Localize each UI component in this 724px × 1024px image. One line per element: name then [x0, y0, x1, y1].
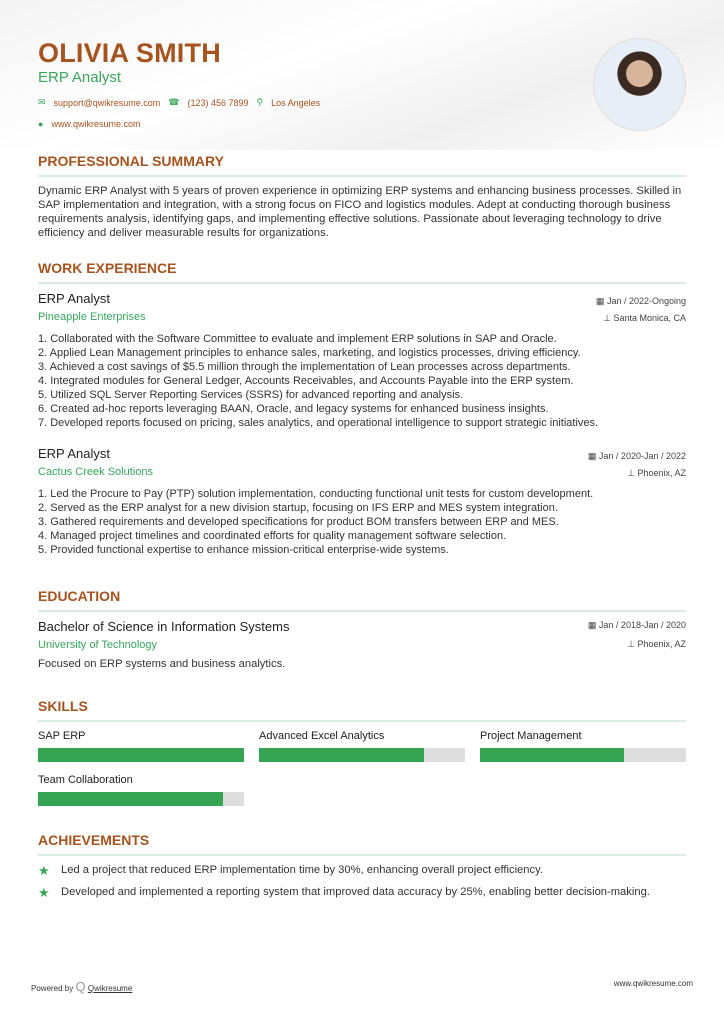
company-1: Pineapple Enterprises	[38, 311, 146, 323]
qwikresume-logo-icon: Q	[75, 979, 86, 994]
education-dates: ▦ Jan / 2018-Jan / 2020	[587, 620, 686, 630]
job-bullets-1: 1. Collaborated with the Software Commit…	[38, 332, 686, 430]
map-pin-icon: ⚲	[256, 97, 264, 107]
pin-icon: ⊥	[627, 639, 638, 649]
list-item: 6. Created ad-hoc reports leveraging BAA…	[38, 403, 549, 415]
calendar-icon: ▦	[595, 296, 607, 306]
phone: (123) 456 7899	[187, 97, 249, 108]
location: Los Angeles	[271, 97, 321, 108]
experience-heading: WORK EXPERIENCE	[38, 260, 686, 284]
school: University of Technology	[38, 639, 158, 651]
envelope-icon: ✉	[38, 97, 46, 107]
website-row: ● www.qwikresume.com	[38, 119, 140, 129]
list-item: 2. Served as the ERP analyst for a new d…	[38, 502, 558, 514]
star-icon: ★	[38, 885, 50, 900]
phone-icon: ☎	[168, 97, 180, 107]
job-dates-2: ▦ Jan / 2020-Jan / 2022	[587, 451, 686, 461]
education-location: ⊥ Phoenix, AZ	[627, 639, 686, 649]
summary-text: Dynamic ERP Analyst with 5 years of prov…	[38, 185, 682, 239]
achievements-heading: ACHIEVEMENTS	[38, 832, 686, 856]
skill-bar	[38, 748, 244, 762]
pin-icon: ⊥	[603, 313, 614, 323]
job-title: ERP Analyst	[38, 69, 122, 86]
globe-icon: ●	[38, 119, 44, 129]
job-location-1: ⊥ Santa Monica, CA	[603, 313, 686, 323]
pin-icon: ⊥	[627, 468, 638, 478]
achievement-item: ★ Led a project that reduced ERP implemen…	[38, 863, 543, 878]
list-item: 1. Collaborated with the Software Commit…	[38, 333, 557, 345]
summary-heading: PROFESSIONAL SUMMARY	[38, 153, 686, 177]
profile-photo	[593, 38, 686, 131]
skill-bar	[38, 792, 244, 806]
skill-item: Advanced Excel Analytics	[259, 730, 465, 762]
list-item: 5. Provided functional expertise to enha…	[38, 544, 449, 556]
education-note: Focused on ERP systems and business anal…	[38, 658, 286, 670]
skill-item: Project Management	[480, 730, 686, 762]
list-item: 4. Managed project timelines and coordin…	[38, 530, 507, 542]
skill-bar	[480, 748, 686, 762]
skill-item: SAP ERP	[38, 730, 244, 762]
degree: Bachelor of Science in Information Syste…	[38, 619, 290, 634]
education-heading: EDUCATION	[38, 588, 686, 612]
job-bullets-2: 1. Led the Procure to Pay (PTP) solution…	[38, 487, 686, 557]
list-item: 3. Achieved a cost savings of $5.5 milli…	[38, 361, 571, 373]
brand-link[interactable]: Qwikresume	[87, 984, 133, 993]
footer-url[interactable]: www.qwikresume.com	[613, 979, 693, 988]
list-item: 5. Utilized SQL Server Reporting Service…	[38, 389, 464, 401]
job-title-1: ERP Analyst	[38, 291, 111, 306]
contact-row: ✉ support@qwikresume.com ☎ (123) 456 7899 …	[38, 97, 320, 108]
calendar-icon: ▦	[587, 620, 599, 630]
achievement-item: ★ Developed and implemented a reporting s…	[38, 885, 650, 900]
job-dates-1: ▦ Jan / 2022-Ongoing	[595, 296, 686, 306]
skill-bar	[259, 748, 465, 762]
company-2: Cactus Creek Solutions	[38, 466, 153, 478]
job-location-2: ⊥ Phoenix, AZ	[627, 468, 686, 478]
list-item: 1. Led the Procure to Pay (PTP) solution…	[38, 488, 594, 500]
powered-by: Powered by Q Qwikresume	[31, 979, 133, 994]
skills-heading: SKILLS	[38, 698, 686, 722]
email[interactable]: support@qwikresume.com	[53, 97, 161, 108]
skill-item: Team Collaboration	[38, 774, 244, 806]
job-title-2: ERP Analyst	[38, 446, 111, 461]
calendar-icon: ▦	[587, 451, 599, 461]
list-item: 3. Gathered requirements and developed s…	[38, 516, 559, 528]
website[interactable]: www.qwikresume.com	[51, 119, 141, 129]
list-item: 7. Developed reports focused on pricing,…	[38, 417, 599, 429]
candidate-name: OLIVIA SMITH	[38, 38, 221, 68]
list-item: 4. Integrated modules for General Ledger…	[38, 375, 574, 387]
star-icon: ★	[38, 863, 50, 878]
list-item: 2. Applied Lean Management principles to…	[38, 347, 581, 359]
